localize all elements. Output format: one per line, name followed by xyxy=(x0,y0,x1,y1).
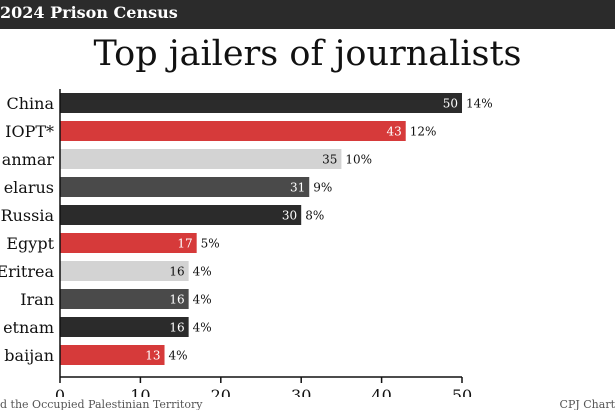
percent-label: 8% xyxy=(305,209,324,223)
x-tick-label: 0 xyxy=(55,386,65,397)
value-label: 31 xyxy=(290,181,305,195)
x-tick-label: 50 xyxy=(452,386,472,397)
percent-label: 4% xyxy=(193,321,212,335)
bar xyxy=(60,345,165,365)
bar xyxy=(60,261,189,281)
bar xyxy=(60,149,342,169)
x-tick-label: 10 xyxy=(130,386,150,397)
value-label: 13 xyxy=(145,349,160,363)
bar-chart: China 50 14% IOPT* 43 12% anmar 35 10% elarus 31 9%… xyxy=(0,89,493,397)
value-label: 16 xyxy=(169,321,184,335)
bar xyxy=(60,93,462,113)
value-label: 50 xyxy=(443,97,458,111)
value-label: 30 xyxy=(282,209,297,223)
value-label: 17 xyxy=(177,237,192,251)
value-label: 16 xyxy=(169,265,184,279)
category-label: IOPT* xyxy=(5,122,54,141)
category-label: etnam xyxy=(3,318,54,337)
header-title: 2024 Prison Census xyxy=(0,3,178,22)
category-label: Eritrea xyxy=(0,262,54,281)
percent-label: 4% xyxy=(193,293,212,307)
category-label: Iran xyxy=(20,290,54,309)
percent-label: 4% xyxy=(169,349,188,363)
footer: d the Occupied Palestinian Territory CPJ… xyxy=(0,398,615,410)
percent-label: 10% xyxy=(345,153,372,167)
value-label: 43 xyxy=(386,125,401,139)
category-label: Egypt xyxy=(6,234,54,253)
category-label: Russia xyxy=(1,206,55,225)
bar xyxy=(60,317,189,337)
value-label: 16 xyxy=(169,293,184,307)
chart-title: Top jailers of journalists xyxy=(93,34,522,74)
x-tick-label: 30 xyxy=(291,386,311,397)
bar xyxy=(60,121,406,141)
x-tick-label: 40 xyxy=(371,386,391,397)
value-label: 35 xyxy=(322,153,337,167)
bar xyxy=(60,205,302,225)
bar xyxy=(60,289,189,309)
footer-note: d the Occupied Palestinian Territory xyxy=(0,398,203,410)
percent-label: 5% xyxy=(201,237,220,251)
footer-credit: CPJ Chart xyxy=(559,398,615,410)
percent-label: 9% xyxy=(313,181,332,195)
category-label: China xyxy=(6,94,54,113)
category-label: elarus xyxy=(4,178,54,197)
bar xyxy=(60,177,310,197)
category-label: anmar xyxy=(2,150,55,169)
percent-label: 4% xyxy=(193,265,212,279)
bar xyxy=(60,233,197,253)
category-label: baijan xyxy=(4,346,54,365)
percent-label: 12% xyxy=(410,125,437,139)
percent-label: 14% xyxy=(466,97,493,111)
header-bar: 2024 Prison Census xyxy=(0,0,615,29)
x-tick-label: 20 xyxy=(211,386,231,397)
